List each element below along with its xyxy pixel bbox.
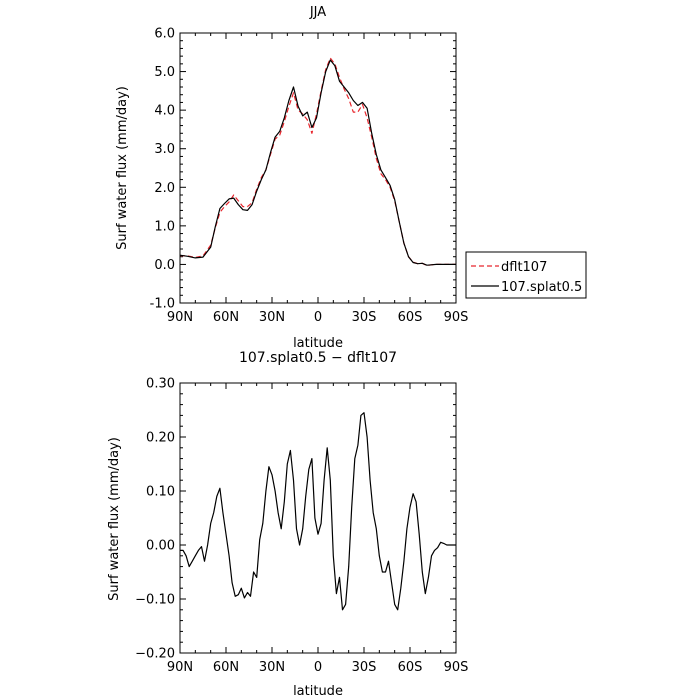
legend-label-dflt107: dflt107 xyxy=(501,260,547,275)
panel-bottom: 107.splat0.5 − dflt107 Surf water flux (… xyxy=(107,350,468,699)
x-tick-label: 90S xyxy=(444,310,469,325)
y-tick-label: 0.20 xyxy=(146,431,175,446)
series-lines xyxy=(179,57,456,267)
y-tick-label: 2.0 xyxy=(154,181,175,196)
y-tick-label: 0.30 xyxy=(146,377,175,392)
x-tick-label: 0 xyxy=(314,660,322,675)
chart-title: JJA xyxy=(309,5,326,20)
y-tick-label: 0.0 xyxy=(154,258,175,273)
x-tick-label: 30S xyxy=(352,660,377,675)
series-line-difference xyxy=(180,412,456,611)
y-tick-label: -1.0 xyxy=(150,297,175,312)
x-tick-label: 30N xyxy=(259,660,285,675)
series-line-107-splat0-5 xyxy=(179,59,456,266)
y-tick-label: −0.20 xyxy=(135,647,175,662)
y-tick-label: 1.0 xyxy=(154,219,175,234)
y-tick-label: 3.0 xyxy=(154,142,175,157)
panel-top: JJA Surf water flux (mm/day) latitude -1… xyxy=(115,5,468,351)
legend-label-splat: 107.splat0.5 xyxy=(501,280,582,295)
x-tick-label: 0 xyxy=(314,310,322,325)
plot-frame xyxy=(179,32,457,304)
x-axis-label: latitude xyxy=(293,684,343,699)
chart-title: 107.splat0.5 − dflt107 xyxy=(239,350,397,366)
x-tick-label: 60N xyxy=(213,310,239,325)
y-tick-label: 6.0 xyxy=(154,27,175,42)
tick-marks xyxy=(179,382,457,654)
x-tick-labels: 90N 60N 30N 0 30S 60S 90S xyxy=(167,310,469,325)
y-axis-label: Surf water flux (mm/day) xyxy=(107,437,122,601)
y-tick-label: 5.0 xyxy=(154,65,175,80)
series-lines xyxy=(180,412,456,611)
x-tick-label: 90N xyxy=(167,660,193,675)
y-tick-label: 0.00 xyxy=(146,539,175,554)
x-tick-label: 30S xyxy=(352,310,377,325)
x-tick-label: 60S xyxy=(398,310,423,325)
y-tick-labels: -1.0 0.0 1.0 2.0 3.0 4.0 5.0 6.0 xyxy=(150,27,175,312)
legend-box xyxy=(465,251,587,299)
x-tick-label: 90S xyxy=(444,660,469,675)
x-tick-label: 90N xyxy=(167,310,193,325)
series-line-dflt107 xyxy=(179,57,456,267)
legend: dflt107 107.splat0.5 xyxy=(465,251,587,299)
plot-frame xyxy=(179,382,457,654)
x-tick-label: 60S xyxy=(398,660,423,675)
y-tick-label: 4.0 xyxy=(154,104,175,119)
y-tick-labels: −0.20 −0.10 0.00 0.10 0.20 0.30 xyxy=(135,377,175,662)
x-axis-label: latitude xyxy=(293,336,343,351)
y-tick-label: −0.10 xyxy=(135,593,175,608)
y-axis-label: Surf water flux (mm/day) xyxy=(115,86,130,250)
x-tick-labels: 90N 60N 30N 0 30S 60S 90S xyxy=(167,660,469,675)
x-tick-label: 60N xyxy=(213,660,239,675)
x-tick-label: 30N xyxy=(259,310,285,325)
y-tick-label: 0.10 xyxy=(146,485,175,500)
